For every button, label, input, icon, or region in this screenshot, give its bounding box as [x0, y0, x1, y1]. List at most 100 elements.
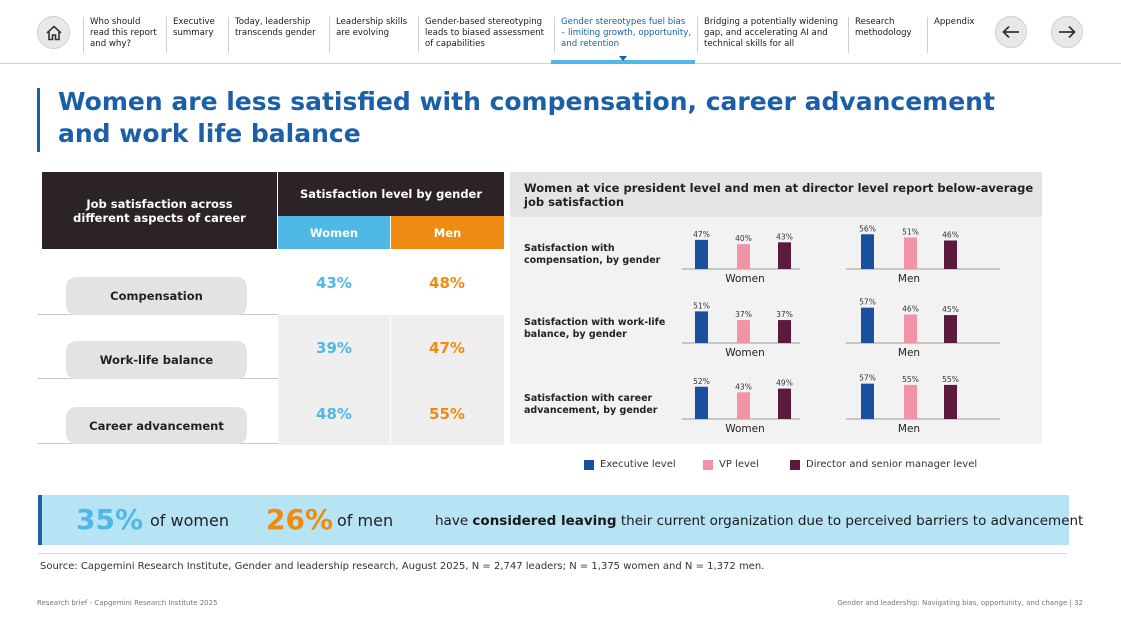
stat-text-bold: considered leaving: [472, 513, 617, 529]
table-col-women: Women: [278, 216, 390, 249]
nav-item-gender-stereotyping[interactable]: Gender-based stereotyping leads to biase…: [418, 17, 546, 53]
chart-bar: [904, 314, 917, 343]
source-note: Source: Capgemini Research Institute, Ge…: [40, 561, 765, 572]
chart-bar: [695, 311, 708, 343]
bar-chart: Satisfaction with compensation, by gender…: [524, 224, 1000, 435]
legend-item-vp: VP level: [703, 459, 759, 470]
previous-page-button[interactable]: [995, 16, 1027, 48]
chart-data-label: 57%: [859, 374, 876, 383]
arrow-left-icon: [1002, 25, 1019, 39]
chart-bar: [944, 315, 957, 343]
table-value-women: 43%: [316, 274, 352, 292]
chart-data-label: 46%: [902, 304, 919, 313]
chart-group-label: Men: [898, 423, 920, 435]
chart-data-label: 52%: [693, 377, 710, 386]
chart-panel-label: Satisfaction with career advancement, by …: [524, 393, 658, 416]
chart-bar: [778, 320, 791, 343]
table-value-men: 55%: [429, 405, 465, 423]
table-col-men: Men: [391, 216, 504, 249]
nav-item-executive-summary[interactable]: Executive summary: [166, 17, 224, 53]
next-page-button[interactable]: [1051, 16, 1083, 48]
legend-swatch: [790, 459, 800, 470]
nav-item-leadership-skills[interactable]: Leadership skills are evolving: [329, 17, 411, 53]
home-icon: [45, 24, 62, 40]
chart-bar: [904, 384, 917, 419]
chart-group-label: Women: [725, 423, 765, 435]
table-header-aspects: Job satisfaction across different aspect…: [42, 172, 277, 249]
footer-right: Gender and leadership: Navigating bias, …: [837, 599, 1083, 607]
table-row-label: Career advancement: [66, 407, 247, 444]
chart-data-label: 45%: [942, 305, 959, 314]
stat-description: have considered leaving their current or…: [435, 513, 1083, 529]
stat-band: [38, 495, 1069, 545]
chart-bar: [778, 242, 791, 269]
chart-panel-label: Satisfaction with work-life balance, by g…: [524, 317, 665, 340]
stat-band-accent: [38, 495, 42, 545]
chart-bar: [861, 383, 874, 419]
active-tab-indicator: [551, 60, 695, 64]
chart-data-label: 51%: [693, 301, 710, 310]
chart-data-label: 37%: [776, 310, 793, 319]
chart-data-label: 55%: [902, 375, 919, 384]
chart-bar: [778, 388, 791, 419]
chart-data-label: 43%: [776, 232, 793, 241]
chart-bar: [737, 244, 750, 269]
table-row-label: Work-life balance: [66, 341, 247, 379]
nav-item-leadership-transcends-gender[interactable]: Today, leadership transcends gender: [228, 17, 323, 53]
table-value-men: 48%: [429, 274, 465, 292]
chart-data-label: 46%: [942, 230, 959, 239]
legend-label: Director and senior manager level: [806, 459, 978, 470]
chart-data-label: 49%: [776, 379, 793, 388]
women-stat-value: 35%: [76, 503, 144, 536]
chart-bar: [737, 392, 750, 419]
divider: [38, 553, 1067, 554]
legend-label: VP level: [719, 459, 759, 470]
chart-data-label: 51%: [902, 227, 919, 236]
chart-group-label: Men: [898, 273, 920, 285]
table-row-label: Compensation: [66, 277, 247, 315]
nav-item-research-methodology[interactable]: Research methodology: [848, 17, 920, 53]
active-tab-caret: [619, 56, 627, 61]
stat-text-post: their current organization due to percei…: [616, 513, 1084, 529]
stat-text-pre: have: [435, 513, 473, 529]
nav-item-gender-stereotypes-bias[interactable]: Gender stereotypes fuel bias – limiting …: [554, 17, 692, 53]
chart-bar: [861, 307, 874, 343]
chart-data-label: 55%: [942, 375, 959, 384]
arrow-right-icon: [1059, 25, 1076, 39]
chart-bar: [904, 237, 917, 269]
footer-left: Research brief - Capgemini Research Inst…: [37, 599, 218, 607]
chart-data-label: 56%: [859, 224, 876, 233]
chart-bar: [944, 384, 957, 419]
chart-data-label: 47%: [693, 230, 710, 239]
table-value-women: 39%: [316, 339, 352, 357]
chart-bar: [695, 386, 708, 419]
chart-bar: [695, 239, 708, 269]
legend-swatch: [703, 459, 713, 470]
legend-item-executive: Executive level: [584, 459, 676, 470]
title-accent-bar: [37, 88, 40, 152]
table-col-divider: [390, 249, 391, 445]
chart-group-label: Women: [725, 347, 765, 359]
legend-item-director: Director and senior manager level: [790, 459, 977, 470]
nav-item-bridging-gap[interactable]: Bridging a potentially widening gap, and…: [697, 17, 842, 53]
men-stat-label: of men: [337, 511, 394, 530]
table-value-women: 48%: [316, 405, 352, 423]
chart-data-label: 57%: [859, 298, 876, 307]
chart-group-label: Men: [898, 347, 920, 359]
home-button[interactable]: [37, 16, 70, 49]
nav-item-who-should-read[interactable]: Who should read this report and why?: [83, 17, 161, 53]
chart-group-label: Women: [725, 273, 765, 285]
chart-bar: [944, 240, 957, 269]
table-value-men: 47%: [429, 339, 465, 357]
chart-data-label: 43%: [735, 382, 752, 391]
men-stat-value: 26%: [266, 503, 334, 536]
nav-item-appendix[interactable]: Appendix: [927, 17, 987, 53]
chart-data-label: 40%: [735, 234, 752, 243]
legend-label: Executive level: [600, 459, 676, 470]
page-title: Women are less satisfied with compensati…: [58, 87, 995, 148]
chart-title: Women at vice president level and men at…: [510, 172, 1042, 217]
table-header-gender: Satisfaction level by gender: [278, 172, 504, 216]
table-row-bg: [278, 379, 504, 445]
chart-bar: [861, 234, 874, 269]
table-row-bg: [278, 315, 504, 379]
